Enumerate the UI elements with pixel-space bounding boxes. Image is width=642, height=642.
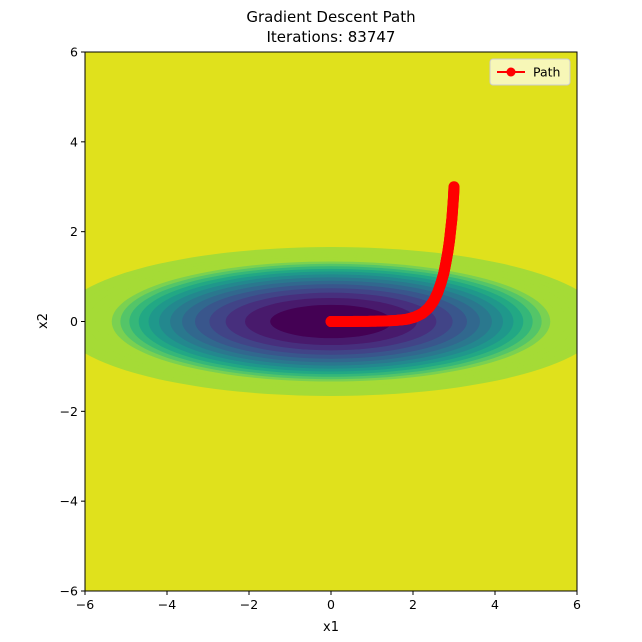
- y-tick-label: −2: [60, 404, 78, 419]
- chart-subtitle: Iterations: 83747: [267, 28, 396, 46]
- x-tick-label: −6: [76, 597, 94, 612]
- y-axis: −6 −4 −2 0 2 4 6: [60, 45, 85, 599]
- y-axis-label: x2: [36, 313, 51, 329]
- legend-box: [489, 58, 571, 86]
- plot-area: [85, 52, 577, 591]
- x-tick-label: 2: [409, 597, 417, 612]
- y-tick-label: 2: [70, 224, 78, 239]
- y-tick-label: 0: [70, 314, 78, 329]
- legend-marker: [506, 67, 516, 77]
- path-series: [325, 181, 460, 327]
- x-tick-label: 0: [327, 597, 335, 612]
- x-tick-label: 4: [491, 597, 499, 612]
- y-tick-label: 4: [70, 134, 78, 149]
- y-tick-label: 6: [70, 45, 78, 60]
- path-point: [325, 316, 337, 327]
- chart-title: Gradient Descent Path: [246, 8, 415, 26]
- legend-entry-path: Path: [533, 65, 560, 80]
- x-axis: −6 −4 −2 0 2 4 6: [76, 591, 581, 612]
- legend: Path: [489, 58, 571, 86]
- x-tick-label: −2: [240, 597, 258, 612]
- x-tick-label: 6: [573, 597, 581, 612]
- x-tick-label: −4: [158, 597, 176, 612]
- x-axis-label: x1: [323, 620, 339, 635]
- y-tick-label: −6: [60, 584, 78, 599]
- y-tick-label: −4: [60, 494, 78, 509]
